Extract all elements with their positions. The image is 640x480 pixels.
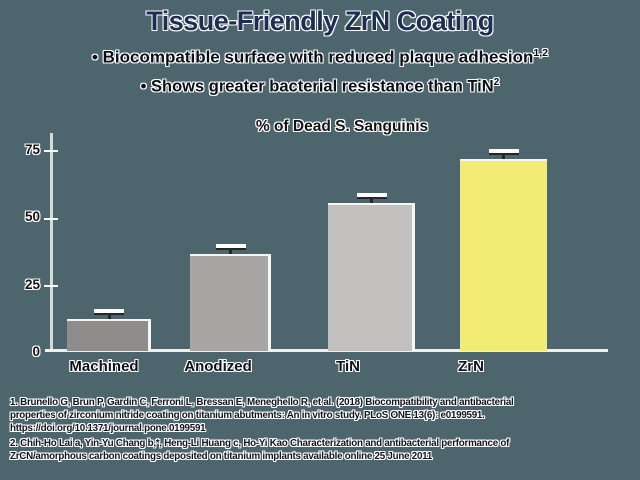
y-tick-label-0: 0: [32, 344, 40, 359]
bullet-2-superscript: 2: [493, 77, 500, 88]
y-tick-mark-25: [44, 285, 58, 287]
footnote-2-line-2: ZrCN/amorphous carbon coatings deposited…: [10, 451, 433, 462]
page-title: Tissue-Friendly ZrN Coating: [146, 6, 494, 36]
bullet-point-1: • Biocompatible surface with reduced pla…: [0, 47, 640, 68]
y-tick-label-25: 25: [24, 276, 40, 292]
x-label-anodized: Anodized: [184, 358, 252, 375]
footnote-1: 1. Brunello G, Brun P, Gardin C, Ferroni…: [10, 396, 514, 435]
y-tick-label-50: 50: [24, 209, 40, 224]
bullet-2-text: Shows greater bacterial resistance than …: [146, 77, 494, 96]
bar-rect-tin: [328, 202, 415, 351]
footnote-2-line-1: 2. Chih-Ho Lai a, Yin-Yu Chang b,*, Heng…: [10, 438, 510, 449]
error-bar-cap: [356, 192, 387, 199]
x-label-zrn: ZrN: [458, 358, 484, 375]
y-tick-label-75: 75: [24, 141, 40, 157]
x-axis-line: [45, 349, 608, 352]
y-tick-mark-75: [44, 150, 58, 152]
footnote-1-line-2: properties of zirconium nitride coating …: [10, 410, 485, 421]
bar-rect-anodized: [190, 253, 271, 351]
error-bar-cap: [215, 243, 246, 250]
bullet-1-text: Biocompatible surface with reduced plaqu…: [97, 47, 534, 67]
bullet-dot-icon: •: [91, 47, 98, 67]
bar-rect-machined: [67, 318, 151, 351]
footnote-2: 2. Chih-Ho Lai a, Yin-Yu Chang b,*, Heng…: [10, 437, 509, 463]
bar-rect-zrn: [460, 159, 547, 351]
bullet-dot-icon: •: [140, 77, 147, 96]
bullet-point-2: • Shows greater bacterial resistance tha…: [0, 77, 640, 97]
chart-title: % of Dead S. Sanguinis: [255, 118, 429, 135]
y-tick-mark-50: [44, 218, 58, 220]
footnote-1-line-3: https://doi.org/10.1371/journal.pone.019…: [10, 423, 206, 434]
x-label-tin: TiN: [336, 358, 360, 375]
error-bar-cap: [488, 149, 519, 156]
bullet-1-superscript: 1,2: [533, 47, 549, 59]
error-bar-cap: [94, 308, 124, 315]
footnote-1-line-1: 1. Brunello G, Brun P, Gardin C, Ferroni…: [10, 397, 514, 408]
x-label-machined: Machined: [69, 358, 139, 375]
y-axis-line: [50, 133, 53, 352]
